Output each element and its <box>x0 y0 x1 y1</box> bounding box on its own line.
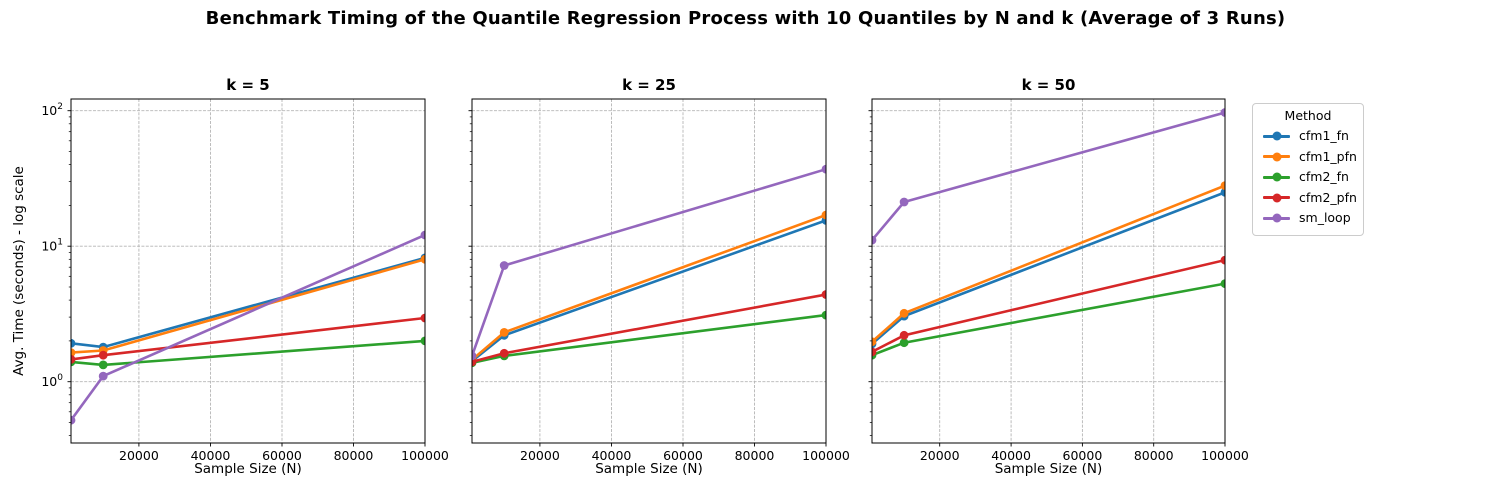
legend-line-marker-icon <box>1263 152 1290 162</box>
svg-text:60000: 60000 <box>1063 448 1103 463</box>
svg-text:100000: 100000 <box>802 448 850 463</box>
legend-item: cfm1_pfn <box>1253 147 1363 168</box>
legend-item-label: cfm1_pfn <box>1299 148 1357 164</box>
svg-text:102: 102 <box>41 102 63 118</box>
legend-line-marker-icon <box>1263 213 1290 223</box>
subplot-title-k5: k = 5 <box>226 76 270 94</box>
legend-item: cfm2_pfn <box>1253 188 1363 209</box>
k5-line-chart: 20000 40000 60000 80000 100000 100 101 102 <box>41 98 449 463</box>
legend-line-marker-icon <box>1263 193 1290 203</box>
legend-title: Method <box>1284 108 1332 123</box>
svg-text:80000: 80000 <box>334 448 374 463</box>
svg-text:60000: 60000 <box>262 448 302 463</box>
figure-title: Benchmark Timing of the Quantile Regress… <box>205 8 1286 29</box>
x-axis-label-k25: Sample Size (N) <box>595 461 703 477</box>
legend-item: sm_loop <box>1253 208 1363 229</box>
svg-text:80000: 80000 <box>735 448 775 463</box>
k50-line-chart: 20000 40000 60000 80000 100000 <box>868 98 1249 463</box>
legend-item-label: cfm2_fn <box>1299 169 1349 184</box>
svg-text:100000: 100000 <box>1201 448 1249 463</box>
legend-item-label: cfm2_pfn <box>1299 189 1357 205</box>
y-axis-label: Avg. Time (seconds) - log scale <box>11 166 27 376</box>
x-axis-label-k5: Sample Size (N) <box>194 461 302 477</box>
svg-text:20000: 20000 <box>119 448 159 463</box>
svg-text:20000: 20000 <box>520 448 560 463</box>
svg-text:101: 101 <box>41 238 63 254</box>
legend-item: cfm2_fn <box>1253 167 1363 188</box>
svg-text:60000: 60000 <box>663 448 703 463</box>
svg-text:40000: 40000 <box>592 448 632 463</box>
svg-text:40000: 40000 <box>991 448 1031 463</box>
subplot-title-k25: k = 25 <box>622 76 676 94</box>
legend-line-marker-icon <box>1263 131 1290 141</box>
k25-line-chart: 20000 40000 60000 80000 100000 <box>468 98 850 463</box>
svg-text:100000: 100000 <box>401 448 449 463</box>
legend: Method cfm1_fn cfm1_pfn cfm2_fn cfm2_pfn sm_… <box>1252 103 1364 236</box>
svg-text:20000: 20000 <box>920 448 960 463</box>
legend-line-marker-icon <box>1263 172 1290 182</box>
legend-item-label: cfm1_fn <box>1299 128 1349 143</box>
x-axis-label-k50: Sample Size (N) <box>994 461 1103 477</box>
legend-item: cfm1_fn <box>1253 126 1363 147</box>
subplot-title-k50: k = 50 <box>1021 76 1076 94</box>
svg-text:80000: 80000 <box>1134 448 1174 463</box>
legend-items: cfm1_fn cfm1_pfn cfm2_fn cfm2_pfn sm_loop <box>1253 126 1363 229</box>
svg-text:100: 100 <box>41 373 63 389</box>
svg-text:40000: 40000 <box>191 448 231 463</box>
legend-item-label: sm_loop <box>1299 210 1351 225</box>
